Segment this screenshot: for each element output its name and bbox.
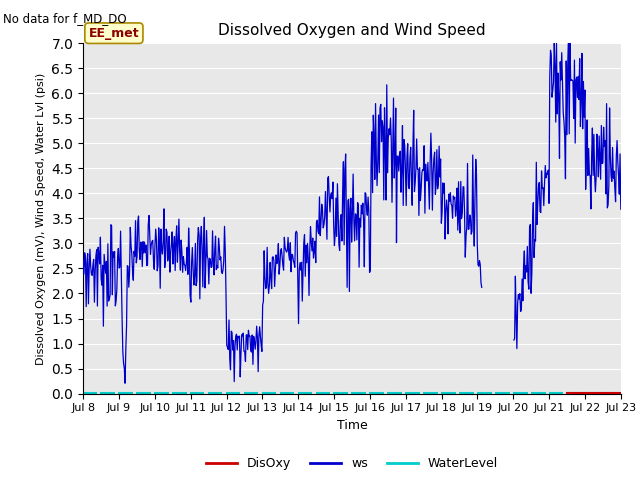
- Text: EE_met: EE_met: [88, 27, 140, 40]
- Text: No data for f_MD_DO: No data for f_MD_DO: [3, 12, 127, 25]
- Y-axis label: Dissolved Oxygen (mV), Wind Speed, Water Lvl (psi): Dissolved Oxygen (mV), Wind Speed, Water…: [36, 72, 46, 364]
- Legend: DisOxy, ws, WaterLevel: DisOxy, ws, WaterLevel: [201, 452, 503, 475]
- X-axis label: Time: Time: [337, 419, 367, 432]
- Title: Dissolved Oxygen and Wind Speed: Dissolved Oxygen and Wind Speed: [218, 23, 486, 38]
